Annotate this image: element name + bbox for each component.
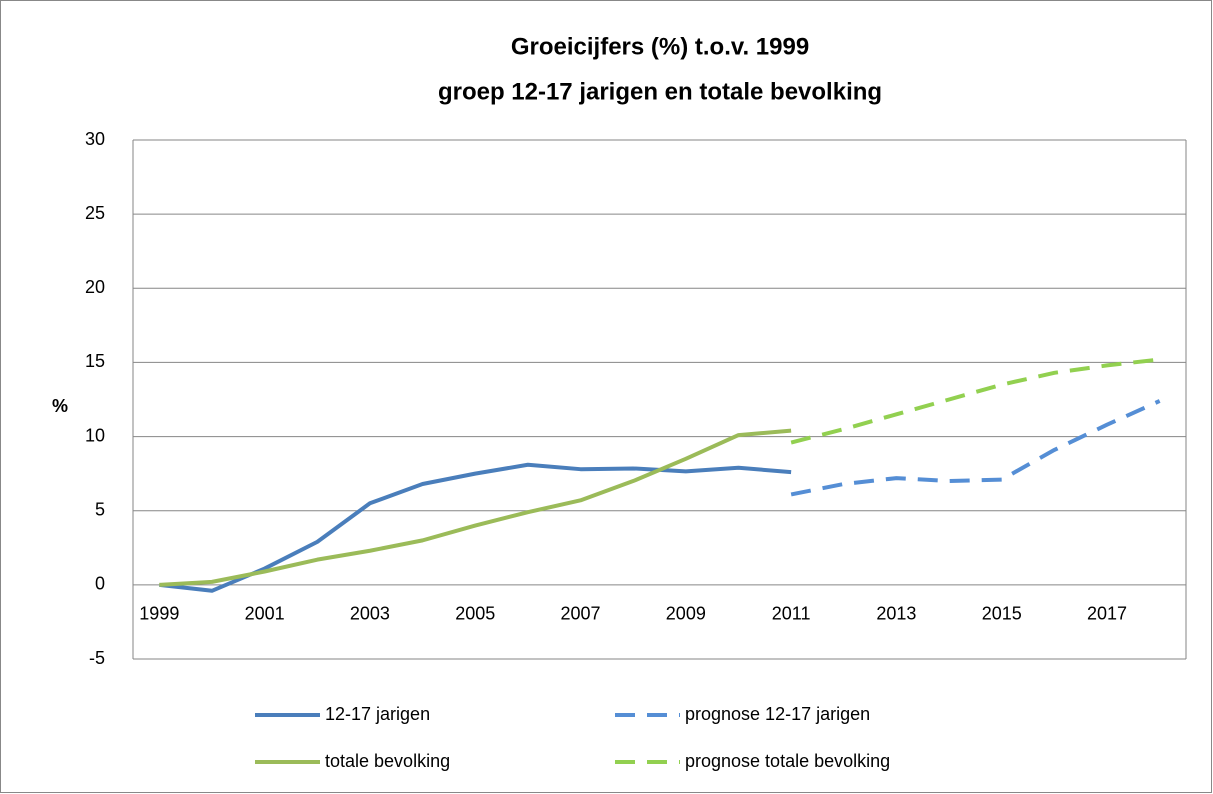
legend-label: totale bevolking: [325, 751, 450, 771]
y-axis-label: %: [52, 396, 68, 416]
series-line: [790, 399, 1161, 497]
y-tick-label: 5: [95, 499, 105, 519]
x-tick-label: 2009: [666, 604, 706, 624]
x-tick-label: 2001: [245, 604, 285, 624]
chart-title: Groeicijfers (%) t.o.v. 1999: [511, 33, 809, 60]
y-tick-label: 20: [85, 277, 105, 297]
x-tick-label: 1999: [139, 604, 179, 624]
legend-label: prognose totale bevolking: [685, 751, 890, 771]
x-tick-label: 2015: [982, 604, 1022, 624]
legend-label: 12-17 jarigen: [325, 704, 430, 724]
y-tick-label: 0: [95, 574, 105, 594]
y-tick-label: 10: [85, 425, 105, 445]
y-tick-label: 15: [85, 351, 105, 371]
x-tick-label: 2007: [561, 604, 601, 624]
y-tick-label: -5: [89, 648, 105, 668]
legend-label: prognose 12-17 jarigen: [685, 704, 870, 724]
chart-subtitle: groep 12-17 jarigen en totale bevolking: [438, 78, 882, 105]
x-tick-label: 2017: [1087, 604, 1127, 624]
y-tick-label: 30: [85, 129, 105, 149]
series-line: [159, 462, 792, 593]
x-tick-label: 2013: [876, 604, 916, 624]
x-tick-label: 2003: [350, 604, 390, 624]
y-tick-label: 25: [85, 203, 105, 223]
series-line: [159, 428, 792, 587]
x-tick-label: 2005: [455, 604, 495, 624]
x-tick-label: 2011: [772, 604, 811, 624]
